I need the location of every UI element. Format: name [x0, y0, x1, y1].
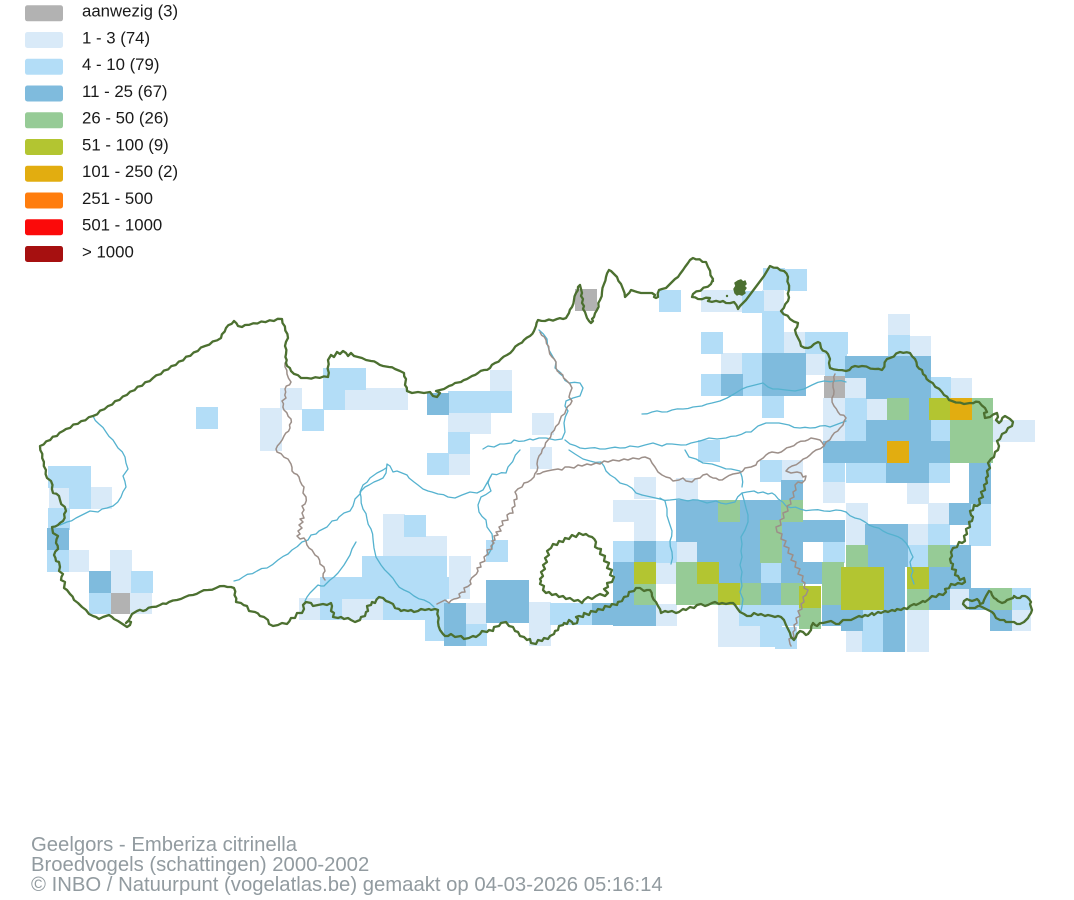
- svg-text:101 - 250 (2): 101 - 250 (2): [82, 162, 178, 181]
- svg-text:© INBO / Natuurpunt (vogelatla: © INBO / Natuurpunt (vogelatlas.be) gema…: [31, 874, 663, 896]
- svg-text:501 - 1000: 501 - 1000: [82, 216, 162, 235]
- svg-text:> 1000: > 1000: [82, 242, 134, 261]
- svg-text:Geelgors - Emberiza citrinella: Geelgors - Emberiza citrinella: [31, 834, 298, 856]
- svg-text:51 - 100 (9): 51 - 100 (9): [82, 135, 169, 154]
- svg-text:1 - 3 (74): 1 - 3 (74): [82, 28, 150, 47]
- svg-text:Broedvogels (schattingen) 2000: Broedvogels (schattingen) 2000-2002: [31, 854, 369, 876]
- svg-text:4 - 10 (79): 4 - 10 (79): [82, 55, 159, 74]
- svg-text:11 - 25 (67): 11 - 25 (67): [82, 82, 168, 101]
- svg-text:aanwezig (3): aanwezig (3): [82, 2, 178, 21]
- svg-text:251 - 500: 251 - 500: [82, 189, 153, 208]
- svg-text:26 - 50 (26): 26 - 50 (26): [82, 109, 169, 128]
